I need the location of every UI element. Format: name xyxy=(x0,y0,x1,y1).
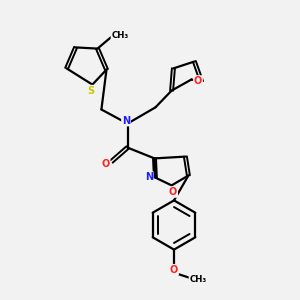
Text: N: N xyxy=(145,172,153,182)
Text: S: S xyxy=(87,85,94,96)
Text: CH₃: CH₃ xyxy=(111,31,129,40)
Text: O: O xyxy=(101,159,110,169)
Text: O: O xyxy=(169,187,177,197)
Text: N: N xyxy=(122,116,130,126)
Text: O: O xyxy=(194,76,202,86)
Text: CH₃: CH₃ xyxy=(189,275,207,284)
Text: O: O xyxy=(170,265,178,275)
